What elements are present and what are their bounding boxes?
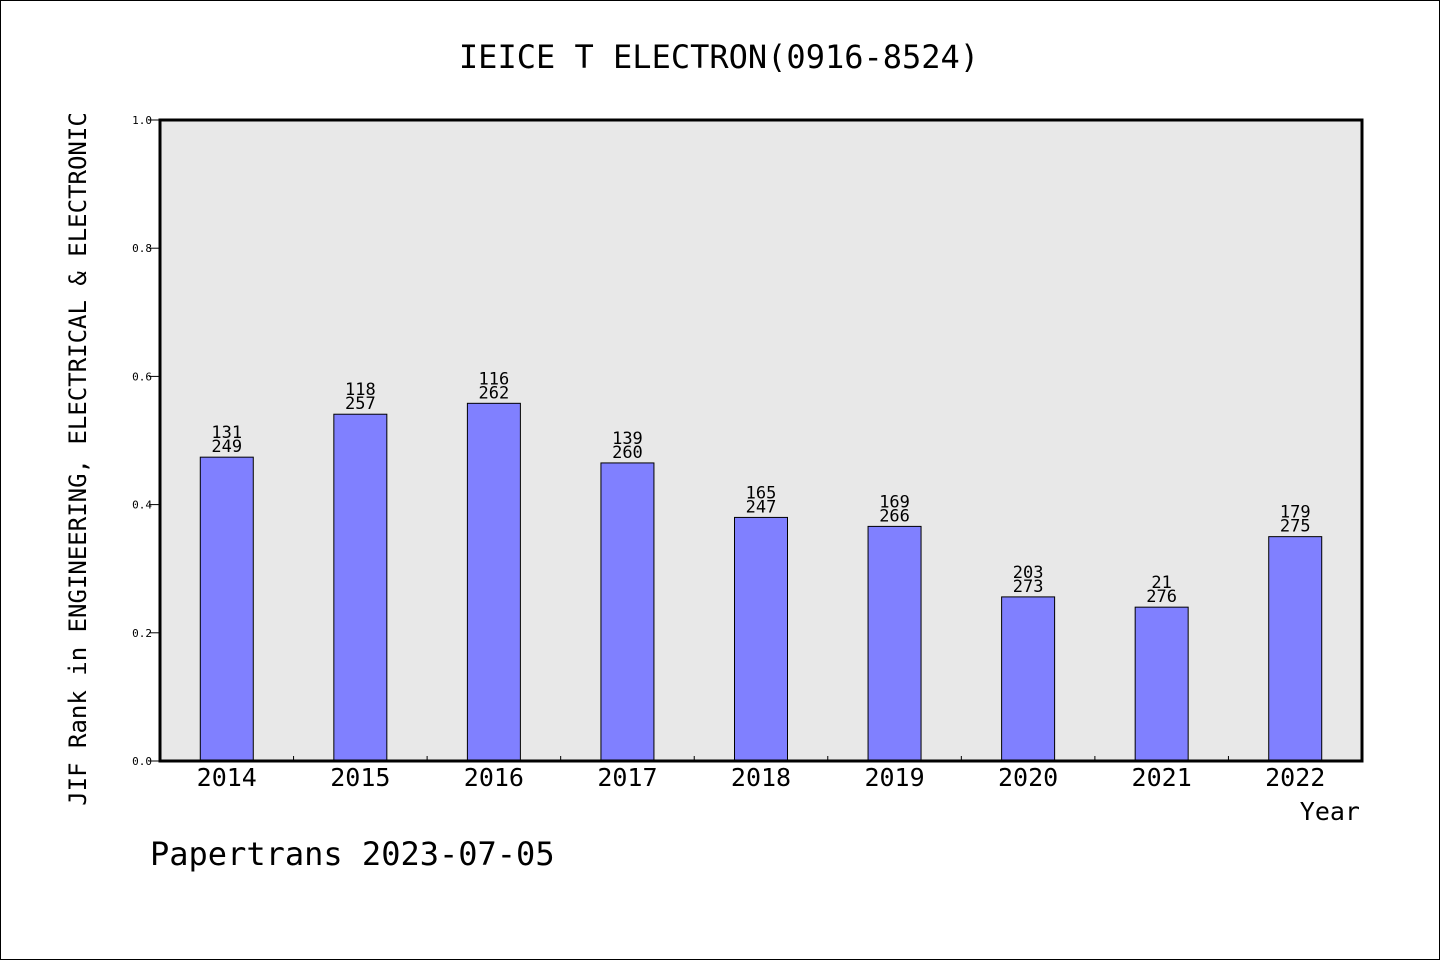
total-label: 257 [345,394,376,414]
x-tick-label: 2021 [1132,763,1192,792]
rank-label: 165 [746,483,777,503]
total-label: 275 [1280,517,1311,537]
x-tick-label: 2019 [864,763,924,792]
plot-border [158,118,1364,763]
y-axis-label: JIF Rank in ENGINEERING, ELECTRICAL & EL… [64,112,92,806]
bars-group [199,402,1323,762]
y-tick-label: 0.6 [132,370,152,383]
total-label: 260 [612,443,643,463]
x-tick-label: 2020 [998,763,1058,792]
bar-2014 [199,456,254,762]
x-tick-label: 2016 [464,763,524,792]
footer-text: Papertrans 2023-07-05 [150,835,555,873]
total-label: 247 [746,497,777,517]
total-label: 249 [211,437,242,457]
total-label: 273 [1013,577,1044,597]
bar-2017 [600,462,655,762]
axis-ticks: 0.0 0.2 0.4 0.6 0.8 1.0 2014 2015 2016 2017 2018 20… [132,114,1325,792]
bar-2021 [1134,606,1189,762]
total-label: 262 [479,383,510,403]
x-tick-label: 2015 [330,763,390,792]
y-tick-label: 1.0 [132,114,152,127]
rank-label: 131 [211,423,242,443]
rank-label: 116 [479,369,510,389]
bar-2015 [333,413,388,762]
rank-label: 118 [345,380,376,400]
x-tick-label: 2014 [197,763,257,792]
y-tick-label: 0.4 [132,499,152,512]
x-tick-label: 2022 [1265,763,1325,792]
bar-2019 [867,525,922,762]
rank-label: 21 [1151,573,1171,593]
rank-label: 139 [612,429,643,449]
x-tick-label: 2018 [731,763,791,792]
y-tick-label: 0.2 [132,627,152,640]
y-tick-label: 0.0 [132,755,152,768]
chart-title: IEICE T ELECTRON(0916-8524) [459,38,979,76]
bar-2020 [1001,596,1056,762]
rank-label: 203 [1013,563,1044,583]
total-label: 266 [879,506,910,526]
x-tick-label: 2017 [597,763,657,792]
rank-label: 179 [1280,503,1311,523]
y-tick-label: 0.8 [132,242,152,255]
total-label: 276 [1146,587,1177,607]
bar-2022 [1268,536,1323,762]
bar-2018 [734,516,788,762]
rank-label: 169 [879,492,910,512]
bar-2016 [466,402,521,762]
x-axis-label: Year [1300,797,1360,826]
